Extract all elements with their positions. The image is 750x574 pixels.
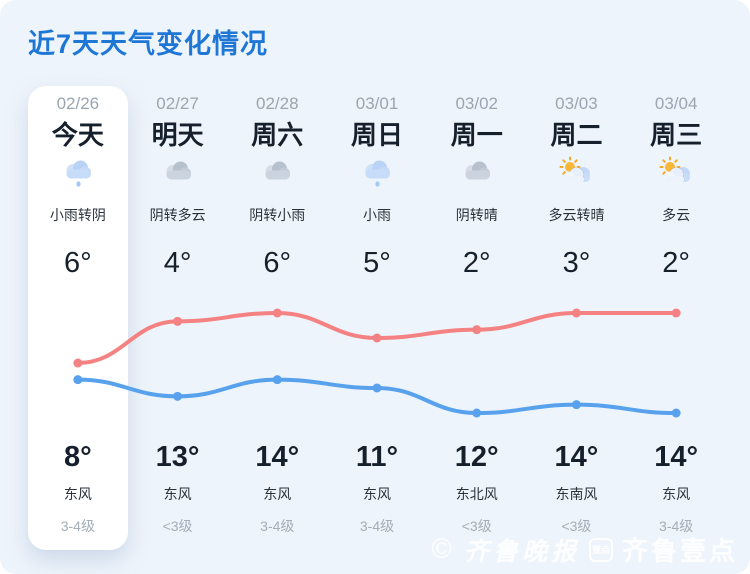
- forecast-column[interactable]: 03/01 周日 小雨 5° 11° 东风 3-4级: [327, 86, 427, 550]
- weather-description: 小雨: [363, 206, 392, 223]
- column-day: 周三: [650, 120, 703, 150]
- page-title: 近7天天气变化情况: [28, 29, 269, 59]
- column-date: 03/02: [455, 94, 498, 113]
- wind-level: 3-4级: [359, 518, 395, 534]
- wind-level: <3级: [162, 518, 193, 534]
- wind-direction: 东南风: [555, 486, 598, 502]
- forecast-column[interactable]: 03/02 周一 阴转晴 2° 12° 东北风 <3级: [427, 86, 527, 550]
- column-day: 周一: [450, 120, 503, 150]
- weather-description: 阴转多云: [149, 206, 206, 223]
- wind-level: <3级: [561, 518, 592, 534]
- weather-description: 阴转晴: [455, 206, 498, 223]
- temperature-high: 14°: [654, 441, 699, 473]
- weather-description: 多云转晴: [548, 206, 605, 223]
- temperature-high: 14°: [554, 441, 599, 473]
- forecast-columns: 02/26 今天 小雨转阴 6° 8° 东风 3-4级 02/27 明天 阴转多…: [28, 86, 726, 550]
- overcast-icon: [160, 154, 196, 192]
- temperature-low: 2°: [462, 247, 491, 279]
- wind-direction: 东风: [662, 486, 691, 502]
- temperature-high: 11°: [355, 441, 399, 473]
- forecast-column[interactable]: 02/28 周六 阴转小雨 6° 14° 东风 3-4级: [227, 86, 327, 550]
- temperature-low: 2°: [662, 247, 691, 279]
- column-day: 今天: [51, 120, 104, 150]
- weather-description: 小雨转阴: [49, 206, 106, 223]
- watermark-paper-name: 齐鲁晚报: [463, 536, 580, 566]
- temperature-low: 4°: [163, 247, 192, 279]
- watermark-brand-name: 齐鲁壹点: [621, 536, 738, 566]
- weather-description: 多云: [662, 206, 691, 223]
- forecast-column[interactable]: 03/04 周三 多云 2° 14° 东风 3-4级: [626, 86, 726, 550]
- column-date: 03/03: [555, 94, 598, 113]
- column-day: 周六: [251, 120, 304, 150]
- temperature-low: 6°: [263, 247, 292, 279]
- overcast-icon: [459, 154, 495, 192]
- wind-direction: 东风: [163, 486, 192, 502]
- column-date: 02/26: [56, 94, 100, 113]
- weather-description: 阴转小雨: [249, 206, 306, 223]
- temperature-high: 14°: [255, 441, 300, 473]
- column-day: 周日: [351, 120, 404, 150]
- temperature-low: 5°: [363, 247, 391, 279]
- wind-level: 3-4级: [60, 518, 95, 534]
- temperature-low: 3°: [562, 247, 591, 279]
- temperature-high: 8°: [63, 441, 92, 473]
- column-date: 03/01: [355, 94, 399, 113]
- yidian-badge-icon: 壹点: [588, 537, 613, 562]
- wind-level: <3级: [461, 518, 492, 534]
- sun-cloud-icon: [658, 154, 694, 192]
- light-rain-icon: [359, 154, 395, 192]
- temperature-high: 12°: [454, 441, 499, 473]
- wind-level: 3-4级: [659, 518, 694, 534]
- wind-direction: 东风: [263, 486, 292, 502]
- temperature-low: 6°: [63, 247, 92, 279]
- forecast-column[interactable]: 02/26 今天 小雨转阴 6° 8° 东风 3-4级: [28, 86, 128, 550]
- sun-cloud-icon: [558, 154, 594, 192]
- temperature-high: 13°: [155, 441, 200, 473]
- overcast-icon: [259, 154, 295, 192]
- column-date: 02/27: [156, 94, 199, 113]
- forecast-column[interactable]: 02/27 明天 阴转多云 4° 13° 东风 <3级: [128, 86, 228, 550]
- column-date: 03/04: [654, 94, 698, 113]
- column-day: 明天: [151, 120, 204, 150]
- wind-direction: 东风: [63, 486, 92, 502]
- light-rain-icon: [60, 154, 96, 192]
- forecast-column[interactable]: 03/03 周二 多云转晴 3° 14° 东南风 <3级: [527, 86, 627, 550]
- column-day: 周二: [550, 120, 603, 150]
- copyright-icon: ©: [427, 534, 455, 565]
- watermark: © 齐鲁晚报 壹点 齐鲁壹点: [428, 531, 738, 568]
- wind-direction: 东北风: [455, 486, 498, 502]
- wind-level: 3-4级: [260, 518, 295, 534]
- column-date: 02/28: [256, 94, 299, 113]
- wind-direction: 东风: [363, 486, 392, 502]
